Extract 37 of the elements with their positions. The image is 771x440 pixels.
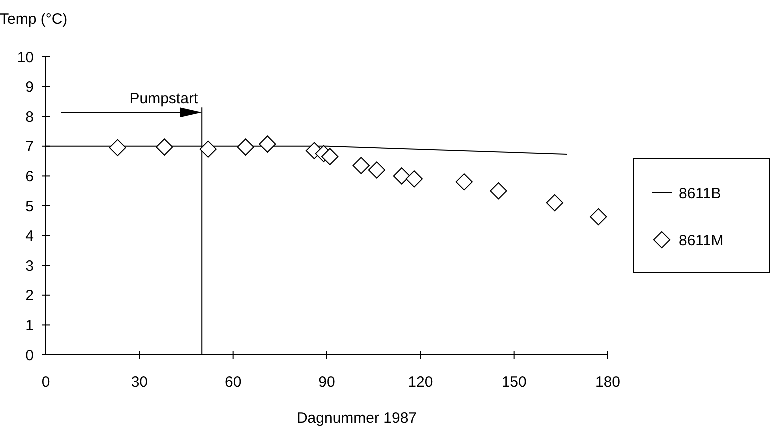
y-tick-label: 5 xyxy=(26,198,34,216)
point xyxy=(352,157,370,174)
point xyxy=(406,170,423,188)
x-tick-label: 180 xyxy=(595,374,621,391)
legend-label: 8611M xyxy=(679,232,724,250)
y-tick-label: 6 xyxy=(26,168,34,186)
x-tick-label: 30 xyxy=(131,374,148,391)
y-tick-label: 10 xyxy=(17,49,34,66)
y-tick-label: 4 xyxy=(26,228,34,246)
legend-label: 8611B xyxy=(679,185,722,202)
y-tick-label: 7 xyxy=(26,138,34,156)
point xyxy=(109,139,126,156)
point xyxy=(259,136,276,153)
y-tick-label: 0 xyxy=(26,347,34,364)
point xyxy=(237,138,254,156)
x-axis-title: Dagnummer 1987 xyxy=(296,410,418,427)
point xyxy=(368,162,386,179)
point xyxy=(200,140,217,158)
point xyxy=(590,208,608,226)
y-axis-title: Temp (°C) xyxy=(0,11,68,28)
y-tick-label: 9 xyxy=(26,79,34,96)
point xyxy=(490,182,508,200)
y-tick-label: 2 xyxy=(26,288,34,305)
x-tick-label: 150 xyxy=(502,374,527,391)
point xyxy=(322,148,339,166)
point xyxy=(546,194,564,212)
x-tick-label: 90 xyxy=(318,374,336,391)
point xyxy=(156,138,174,156)
x-tick-label: 120 xyxy=(408,374,434,391)
x-tick-label: 0 xyxy=(42,374,50,391)
point xyxy=(456,174,473,191)
y-tick-label: 1 xyxy=(26,317,34,334)
y-tick-label: 3 xyxy=(26,258,34,275)
point xyxy=(393,168,410,185)
y-tick-label: 8 xyxy=(26,108,34,126)
ref-line-label: Pumpstart xyxy=(130,90,199,108)
x-tick-label: 60 xyxy=(224,374,242,391)
